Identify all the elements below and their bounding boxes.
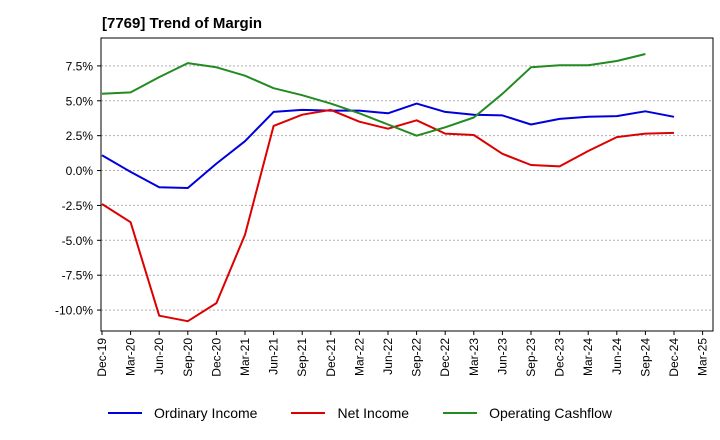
legend-item-ordinary-income: Ordinary Income [107,405,258,421]
x-tick-label: Sep-22 [410,338,424,377]
legend-swatch [443,412,478,414]
x-tick-label: Jun-20 [152,338,166,375]
y-tick-label: -5.0% [62,234,94,248]
legend-item-net-income: Net Income [291,405,409,421]
legend-label: Ordinary Income [153,405,258,421]
x-tick-label: Mar-25 [696,338,710,376]
y-tick-label: 5.0% [66,94,94,108]
plot-frame [100,37,714,332]
x-tick-label: Sep-23 [524,338,538,377]
x-tick-label: Mar-23 [467,338,481,376]
y-axis-ticks: -10.0% -7.5% -5.0% -2.5% 0.0% 2.5% 5.0% 7.5% [55,59,101,318]
x-tick-label: Dec-24 [667,338,681,377]
y-tick-label: -10.0% [55,304,93,318]
x-tick-label: Jun-22 [381,338,395,375]
gridlines [101,65,713,311]
legend-item-operating-cashflow: Operating Cashflow [443,405,612,421]
x-tick-label: Mar-22 [352,338,366,376]
x-tick-label: Dec-21 [324,338,338,377]
y-tick-label: 7.5% [66,59,94,73]
legend-swatch [107,412,142,414]
x-tick-label: Jun-24 [610,338,624,375]
series-line-net-income [101,108,675,323]
x-tick-label: Sep-24 [638,338,652,377]
series-line-ordinary-income [101,102,675,189]
x-tick-label: Mar-21 [238,338,252,376]
x-tick-label: Mar-20 [124,338,138,376]
chart-title: [7769] Trend of Margin [102,15,263,32]
x-tick-label: Mar-24 [581,338,595,376]
x-tick-label: Dec-22 [438,338,452,377]
x-axis-ticks: Dec-19 Mar-20 Jun-20 Sep-20 Dec-20 Mar-21 Jun-… [95,331,710,377]
x-tick-label: Dec-23 [553,338,567,377]
x-tick-label: Sep-20 [181,338,195,377]
legend-label: Operating Cashflow [489,405,613,421]
x-tick-label: Dec-20 [209,338,223,377]
series-line-operating-cashflow [101,53,646,137]
y-tick-label: 2.5% [66,129,94,143]
legend-swatch [291,412,326,414]
x-tick-label: Jun-21 [267,338,281,375]
series-lines [101,53,675,323]
x-tick-label: Sep-21 [295,338,309,377]
legend: Ordinary Income Net Income Operating Cas… [0,405,720,421]
x-tick-label: Dec-19 [95,338,109,377]
legend-label: Net Income [337,405,410,421]
y-tick-label: 0.0% [66,164,94,178]
x-tick-label: Jun-23 [495,338,509,375]
y-tick-label: -2.5% [62,199,94,213]
y-tick-label: -7.5% [62,269,94,283]
